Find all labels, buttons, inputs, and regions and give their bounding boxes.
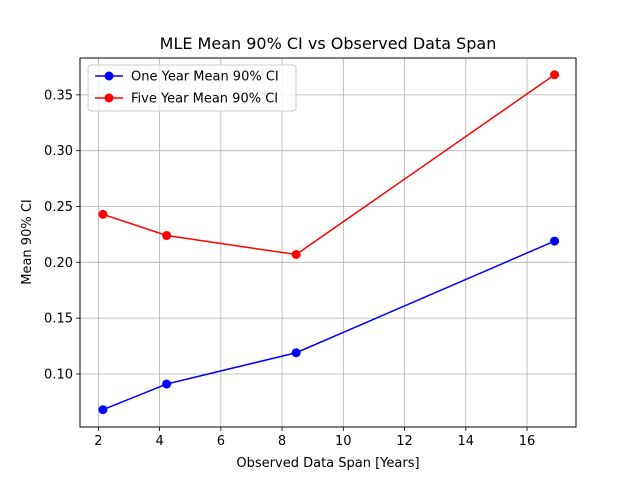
data-point (162, 379, 172, 389)
legend-box (87, 64, 297, 112)
y-tick-label: 0.10 (44, 367, 73, 382)
x-axis-label: Observed Data Span [Years] (236, 456, 419, 471)
y-axis-label: Mean 90% CI (20, 199, 35, 285)
legend-swatch-marker (104, 71, 114, 81)
x-tick-label: 6 (217, 434, 225, 449)
legend-swatch-marker (104, 93, 114, 103)
data-point (550, 70, 560, 80)
y-tick-label: 0.15 (44, 312, 73, 327)
data-point (550, 236, 560, 246)
series-line-1 (102, 74, 555, 256)
x-tick-label: 10 (335, 434, 352, 449)
data-point (291, 250, 301, 260)
y-tick-label: 0.35 (44, 88, 73, 103)
chart-title: MLE Mean 90% CI vs Observed Data Span (160, 34, 497, 53)
y-tick-label: 0.20 (44, 256, 73, 271)
x-tick-label: 2 (94, 434, 102, 449)
series-line-0 (102, 240, 555, 411)
data-point (162, 231, 172, 241)
y-tick-label: 0.25 (44, 200, 73, 215)
x-tick-label: 4 (155, 434, 163, 449)
legend-label: Five Year Mean 90% CI (131, 92, 278, 107)
series-layer (98, 70, 560, 415)
data-point (291, 348, 301, 358)
y-tick-label: 0.30 (44, 144, 73, 159)
data-point (98, 209, 108, 219)
x-tick-label: 14 (458, 434, 475, 449)
grid (80, 58, 576, 427)
x-tick-label: 12 (396, 434, 413, 449)
x-tick-label: 8 (278, 434, 286, 449)
legend: One Year Mean 90% CI Five Year Mean 90% C… (87, 64, 297, 112)
ticks: 2 4 6 8 10 12 14 16 0.10 0.15 0.20 0.25 0.30 0.35 (44, 88, 535, 449)
x-tick-label: 16 (519, 434, 536, 449)
data-point (98, 405, 108, 415)
legend-label: One Year Mean 90% CI (131, 70, 279, 85)
plot-frame (79, 57, 577, 428)
